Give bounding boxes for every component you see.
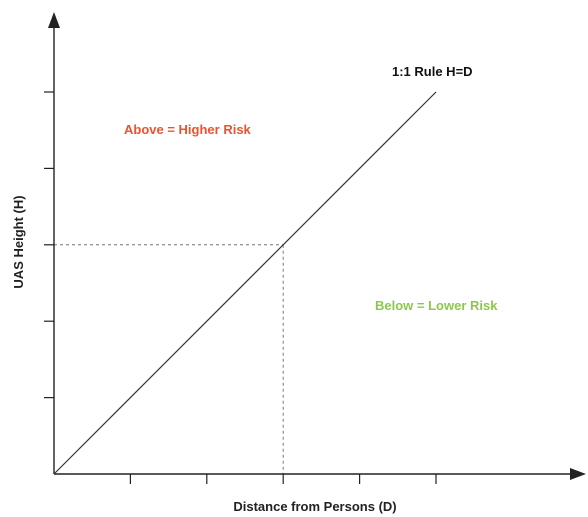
axis-ticks <box>44 91 437 484</box>
x-axis-arrow <box>570 468 586 480</box>
y-axis-label: UAS Height (H) <box>11 195 26 288</box>
series-label: 1:1 Rule H=D <box>392 64 473 79</box>
reference-guides <box>54 244 284 474</box>
annotation-below: Below = Lower Risk <box>375 298 498 313</box>
series-line <box>53 91 437 475</box>
series-group <box>53 91 437 475</box>
y-axis-arrow <box>48 12 60 28</box>
x-axis-label: Distance from Persons (D) <box>233 499 396 514</box>
annotation-above: Above = Higher Risk <box>124 122 252 137</box>
axes <box>48 12 586 480</box>
